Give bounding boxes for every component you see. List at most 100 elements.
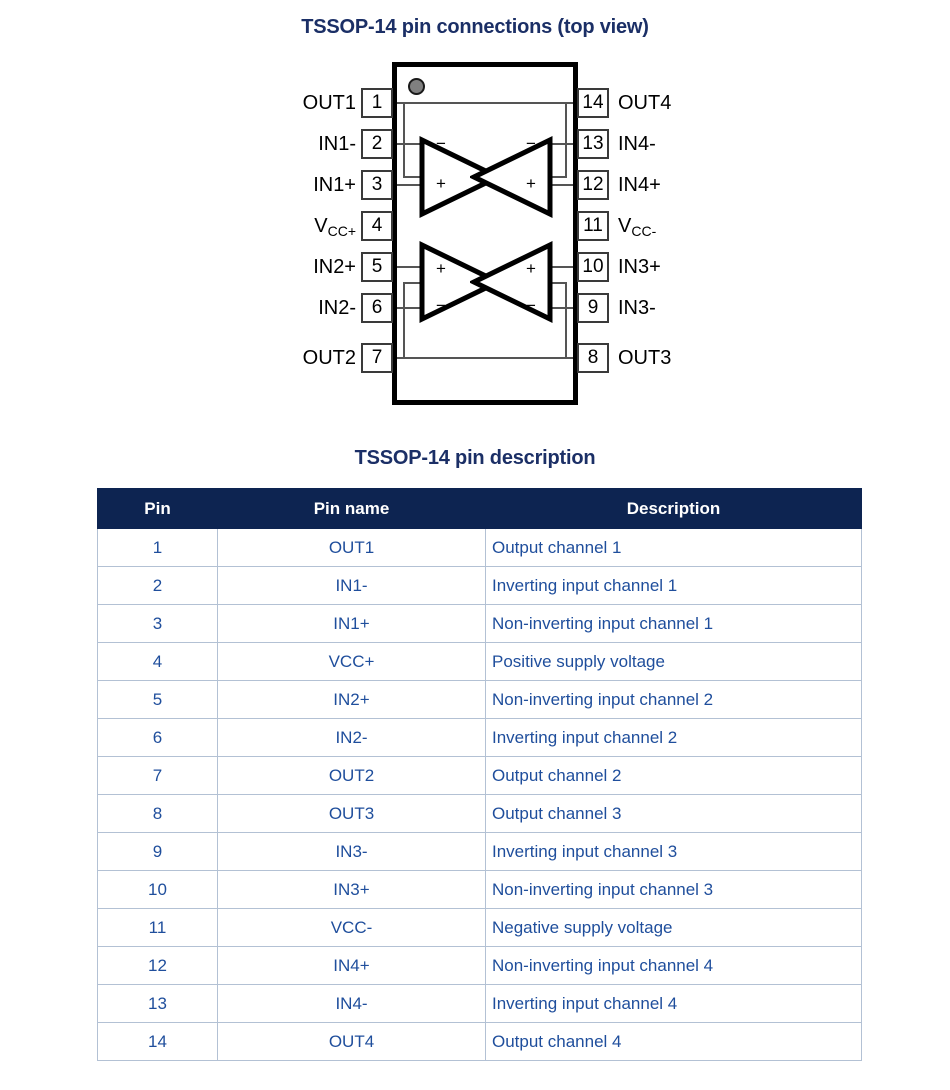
pad-pin-5[interactable]: 5 (361, 252, 393, 282)
wire-out1-vertical (565, 102, 567, 178)
pinout-figure-title: TSSOP-14 pin connections (top view) (301, 16, 649, 38)
cell-pin-number: 11 (97, 908, 218, 947)
cell-description: Non-inverting input channel 2 (485, 680, 862, 719)
wire-in4plus (549, 184, 573, 186)
pad-pin-10[interactable]: 10 (577, 252, 609, 282)
cell-pin-number: 2 (97, 566, 218, 605)
pin-label-in3plus: IN3+ (618, 252, 661, 282)
cell-pin-name: OUT3 (217, 794, 486, 833)
pad-pin-3[interactable]: 3 (361, 170, 393, 200)
table-row: 14 OUT4 Output channel 4 (97, 1022, 862, 1061)
column-header-pin-name: Pin name (217, 488, 486, 529)
column-header-pin: Pin (97, 488, 218, 529)
cell-pin-name: IN4- (217, 984, 486, 1023)
pin-label-in4plus: IN4+ (618, 170, 661, 200)
opamp-2-noninverting-sign: + (436, 259, 446, 278)
wire-in3minus (549, 307, 573, 309)
pin-label-out3: OUT3 (618, 343, 671, 373)
tssop14-pinout-diagram: − + − + + − + − 1 OUT1 2 IN1- 3 IN1+ 4 V… (0, 55, 950, 425)
table-row: 8 OUT3 Output channel 3 (97, 794, 862, 833)
pin-label-out1-text: OUT1 (302, 92, 356, 114)
table-row: 6 IN2- Inverting input channel 2 (97, 718, 862, 757)
cell-description: Positive supply voltage (485, 642, 862, 681)
cell-description: Output channel 4 (485, 1022, 862, 1061)
opamp-2-symbol: + − (418, 241, 502, 323)
cell-pin-number: 1 (97, 528, 218, 567)
cell-pin-name: IN3+ (217, 870, 486, 909)
opamp-3-symbol: + − (470, 241, 554, 323)
wire-in3plus (549, 266, 573, 268)
pad-pin-2[interactable]: 2 (361, 129, 393, 159)
cell-pin-number: 4 (97, 642, 218, 681)
wire-out4-vertical (403, 102, 405, 178)
cell-pin-number: 3 (97, 604, 218, 643)
pad-pin-12[interactable]: 12 (577, 170, 609, 200)
pin-label-vccplus: VCC+ (314, 211, 356, 242)
pin-label-in4plus-text: IN4+ (618, 174, 661, 196)
opamp-2-inverting-sign: − (436, 296, 446, 315)
opamp-1-inverting-sign: − (436, 134, 446, 153)
package-body-outline (392, 62, 578, 405)
column-header-description: Description (485, 488, 862, 529)
table-row: 9 IN3- Inverting input channel 3 (97, 832, 862, 871)
pin-label-in3plus-text: IN3+ (618, 256, 661, 278)
table-row: 10 IN3+ Non-inverting input channel 3 (97, 870, 862, 909)
cell-pin-name: IN4+ (217, 946, 486, 985)
pin-label-in4minus-text: IN4- (618, 133, 656, 155)
cell-description: Inverting input channel 3 (485, 832, 862, 871)
cell-description: Non-inverting input channel 3 (485, 870, 862, 909)
wire-in1plus (397, 184, 421, 186)
pin-label-in3minus: IN3- (618, 293, 656, 323)
wire-out3-horizontal (403, 357, 573, 359)
cell-description: Inverting input channel 4 (485, 984, 862, 1023)
cell-pin-number: 9 (97, 832, 218, 871)
pin-label-vccminus: VCC- (618, 211, 656, 242)
cell-pin-number: 7 (97, 756, 218, 795)
pin-description-title: TSSOP-14 pin description (354, 447, 596, 469)
pad-pin-14[interactable]: 14 (577, 88, 609, 118)
pad-pin-11[interactable]: 11 (577, 211, 609, 241)
table-row: 1 OUT1 Output channel 1 (97, 528, 862, 567)
cell-pin-number: 8 (97, 794, 218, 833)
pin-label-out4: OUT4 (618, 88, 671, 118)
pad-pin-9[interactable]: 9 (577, 293, 609, 323)
wire-in2plus (397, 266, 421, 268)
pad-pin-4[interactable]: 4 (361, 211, 393, 241)
wire-out4-horizontal (403, 102, 573, 104)
cell-pin-number: 12 (97, 946, 218, 985)
cell-pin-number: 10 (97, 870, 218, 909)
cell-pin-name: IN1+ (217, 604, 486, 643)
wire-out2-vertical (565, 282, 567, 359)
cell-pin-name: IN1- (217, 566, 486, 605)
pin-label-in2minus: IN2- (318, 293, 356, 323)
pad-pin-1[interactable]: 1 (361, 88, 393, 118)
cell-pin-name: IN2+ (217, 680, 486, 719)
pin-label-in1minus: IN1- (318, 129, 356, 159)
cell-pin-name: IN3- (217, 832, 486, 871)
pin-label-vccminus-sub: CC- (631, 223, 657, 239)
opamp-4-symbol: − + (470, 134, 554, 218)
pad-pin-13[interactable]: 13 (577, 129, 609, 159)
opamp-4-inverting-sign: − (526, 134, 536, 153)
opamp-3-inverting-sign: − (526, 296, 536, 315)
pad-pin-8[interactable]: 8 (577, 343, 609, 373)
cell-pin-name: VCC- (217, 908, 486, 947)
pin-label-out4-text: OUT4 (618, 92, 672, 114)
cell-pin-name: OUT1 (217, 528, 486, 567)
cell-description: Output channel 3 (485, 794, 862, 833)
pin1-marker-dot (408, 78, 425, 95)
pad-pin-6[interactable]: 6 (361, 293, 393, 323)
table-row: 12 IN4+ Non-inverting input channel 4 (97, 946, 862, 985)
opamp-1-noninverting-sign: + (436, 174, 446, 193)
pad-pin-7[interactable]: 7 (361, 343, 393, 373)
table-header-row: Pin Pin name Description (97, 488, 862, 529)
table-row: 2 IN1- Inverting input channel 1 (97, 566, 862, 605)
table-row: 4 VCC+ Positive supply voltage (97, 642, 862, 681)
table-row: 11 VCC- Negative supply voltage (97, 908, 862, 947)
opamp-1-symbol: − + (418, 134, 502, 218)
pin-label-in1plus: IN1+ (313, 170, 356, 200)
pin-label-in1plus-text: IN1+ (313, 174, 356, 196)
opamp-4-noninverting-sign: + (526, 174, 536, 193)
pin-label-in1minus-text: IN1- (318, 133, 356, 155)
cell-pin-name: VCC+ (217, 642, 486, 681)
